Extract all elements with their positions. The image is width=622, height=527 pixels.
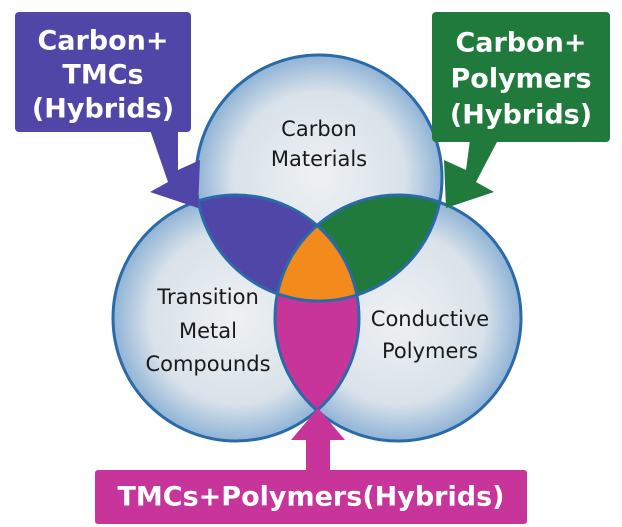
box-label: (Hybrids) <box>32 94 174 125</box>
circle-label: Polymers <box>382 339 478 363</box>
overlap-all <box>275 195 359 301</box>
circle-label: Carbon <box>281 117 357 141</box>
box-label: TMCs <box>62 60 143 91</box>
arrow <box>291 408 345 472</box>
box-label: Carbon+ <box>37 26 168 57</box>
circle-label: Materials <box>271 147 367 171</box>
circle-label: Metal <box>179 319 237 343</box>
box-carbon-polymers <box>432 12 610 142</box>
circle-label: Compounds <box>145 352 270 376</box>
arrow <box>150 130 200 208</box>
box-label: (Hybrids) <box>450 100 592 131</box>
circle-label: Conductive <box>371 307 489 331</box>
box-label: Carbon+ <box>455 28 586 59</box>
box-carbon-tmc <box>15 12 191 132</box>
arrow <box>444 140 498 208</box>
box-tmc-polymers <box>95 470 527 524</box>
circle-label: Transition <box>156 285 259 309</box>
box-label: Polymers <box>450 64 591 95</box>
box-label: TMCs+Polymers(Hybrids) <box>118 482 505 513</box>
